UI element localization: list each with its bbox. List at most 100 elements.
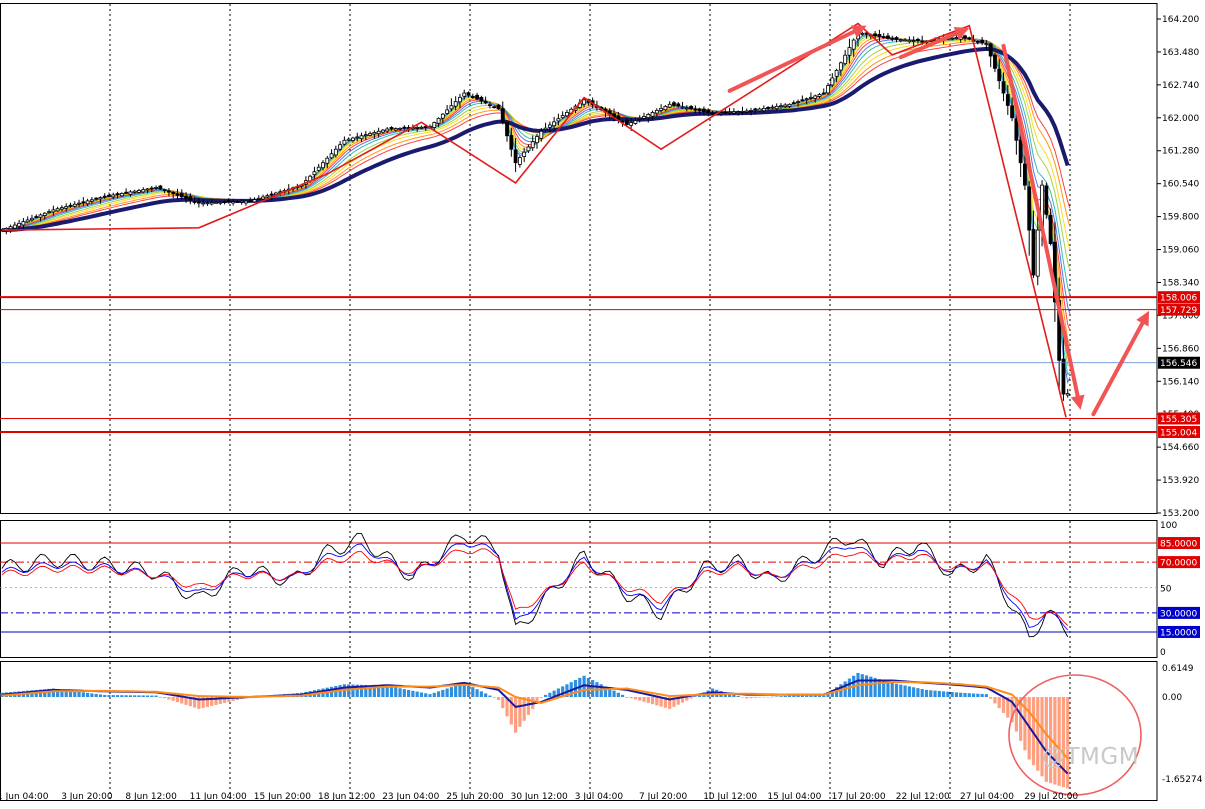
macd-histogram-bar bbox=[526, 697, 531, 715]
candle-body bbox=[47, 211, 51, 213]
candle-body bbox=[911, 40, 916, 43]
macd-histogram-bar bbox=[496, 697, 501, 700]
macd-histogram-bar bbox=[103, 695, 107, 697]
price-level-label: 155.305 bbox=[1160, 415, 1197, 425]
slow-moving-average-line bbox=[1, 46, 1070, 233]
macd-histogram-bar bbox=[501, 697, 505, 709]
candle-body bbox=[505, 121, 509, 137]
candle-body bbox=[556, 118, 561, 122]
price-tick-label: 160.540 bbox=[1162, 180, 1199, 190]
macd-histogram-bar bbox=[201, 697, 205, 708]
stochastic-level-tag bbox=[1158, 556, 1200, 569]
candle-body bbox=[547, 124, 552, 128]
candle-body bbox=[329, 153, 334, 159]
macd-histogram-bar bbox=[518, 697, 522, 727]
macd-histogram-bar bbox=[1031, 697, 1036, 766]
candle-body bbox=[1061, 358, 1066, 395]
macd-histogram-bar bbox=[997, 697, 1001, 709]
macd-histogram-bar bbox=[916, 688, 920, 697]
macd-histogram-bar bbox=[1001, 697, 1006, 713]
macd-histogram-bar bbox=[817, 695, 822, 697]
candle-body bbox=[351, 137, 355, 141]
macd-histogram-bar bbox=[599, 684, 603, 697]
candle-body bbox=[179, 193, 184, 198]
macd-histogram-bar bbox=[822, 695, 826, 697]
candle-body bbox=[111, 194, 116, 198]
price-axis: 164.200 163.480 162.740 162.000 161.280 160.5… bbox=[1157, 15, 1199, 519]
annotation-arrow-shaft bbox=[1091, 321, 1145, 417]
macd-histogram-bar bbox=[111, 695, 115, 697]
candle-body bbox=[779, 105, 783, 108]
candle-body bbox=[30, 217, 34, 221]
candle-body bbox=[552, 121, 557, 127]
macd-histogram-bar bbox=[120, 695, 124, 697]
macd-histogram-bar bbox=[445, 688, 449, 697]
candle-body bbox=[1035, 229, 1040, 277]
macd-histogram-bar bbox=[1061, 697, 1066, 788]
candle-body bbox=[205, 202, 210, 205]
candle-body bbox=[860, 32, 865, 35]
price-tick-label: 164.200 bbox=[1162, 15, 1199, 25]
candle-body bbox=[363, 134, 368, 137]
candle-body bbox=[697, 108, 702, 112]
macd-histogram-bar bbox=[698, 694, 702, 697]
candle-body bbox=[393, 128, 398, 131]
macd-histogram-bar bbox=[659, 697, 663, 707]
candle-body bbox=[269, 193, 274, 196]
macd-histogram-bar bbox=[642, 697, 646, 702]
highlight-circle bbox=[1008, 674, 1142, 796]
candle-body bbox=[141, 189, 146, 193]
macd-histogram-bar bbox=[428, 694, 432, 697]
candle-body bbox=[462, 92, 467, 97]
macd-histogram-bar bbox=[775, 696, 779, 697]
candle-body bbox=[731, 111, 736, 114]
macd-histogram-bar bbox=[539, 697, 543, 698]
price-tick-label: 161.280 bbox=[1162, 147, 1199, 157]
candle-body bbox=[509, 135, 514, 150]
time-tick-label: 7 Jul 20:00 bbox=[639, 792, 688, 802]
macd-histogram-bar bbox=[449, 687, 453, 697]
macd-histogram-bar bbox=[175, 697, 180, 703]
candle-body bbox=[988, 43, 993, 57]
candle-body bbox=[500, 108, 505, 123]
annotation-arrow-shaft bbox=[727, 29, 856, 93]
candle-body bbox=[770, 106, 775, 109]
candle-body bbox=[381, 129, 385, 133]
macd-histogram-bar bbox=[98, 694, 103, 697]
price-tick-label: 159.800 bbox=[1162, 213, 1199, 223]
macd-indicator: 0.6149 0.00 -1.65274 bbox=[0, 664, 1203, 796]
candle-body bbox=[1005, 94, 1010, 106]
candle-body bbox=[637, 118, 642, 120]
candle-body bbox=[25, 219, 30, 223]
candle-body bbox=[886, 35, 890, 39]
candle-body bbox=[449, 105, 454, 110]
macd-histogram-bar bbox=[77, 691, 81, 697]
candle-body bbox=[42, 212, 47, 216]
macd-histogram-bar bbox=[603, 686, 608, 697]
price-level-label: 158.006 bbox=[1160, 294, 1197, 304]
macd-histogram-bar bbox=[197, 697, 201, 709]
macd-histogram-bar bbox=[359, 684, 364, 697]
candle-body bbox=[791, 102, 796, 105]
macd-histogram-bar bbox=[141, 695, 145, 697]
macd-histogram-bar bbox=[830, 689, 834, 697]
macd-histogram-bar bbox=[740, 697, 745, 698]
macd-histogram-bar bbox=[792, 695, 796, 697]
price-level-tag bbox=[1158, 425, 1200, 438]
candle-body bbox=[629, 122, 634, 126]
price-level-tag bbox=[1158, 412, 1200, 425]
candle-body bbox=[1018, 139, 1023, 164]
stochastic-level-label: 15.0000 bbox=[1160, 628, 1197, 638]
macd-histogram-bar bbox=[676, 697, 680, 705]
macd-histogram-bar bbox=[128, 695, 132, 697]
candle-body bbox=[706, 109, 711, 113]
price-tick-label: 159.060 bbox=[1162, 246, 1199, 256]
candle-body bbox=[389, 127, 394, 130]
macd-histogram-bar bbox=[548, 692, 552, 697]
candle-body bbox=[231, 201, 236, 204]
candle-body bbox=[723, 111, 728, 114]
macd-histogram-bar bbox=[984, 694, 988, 697]
macd-histogram-bar bbox=[894, 683, 899, 697]
